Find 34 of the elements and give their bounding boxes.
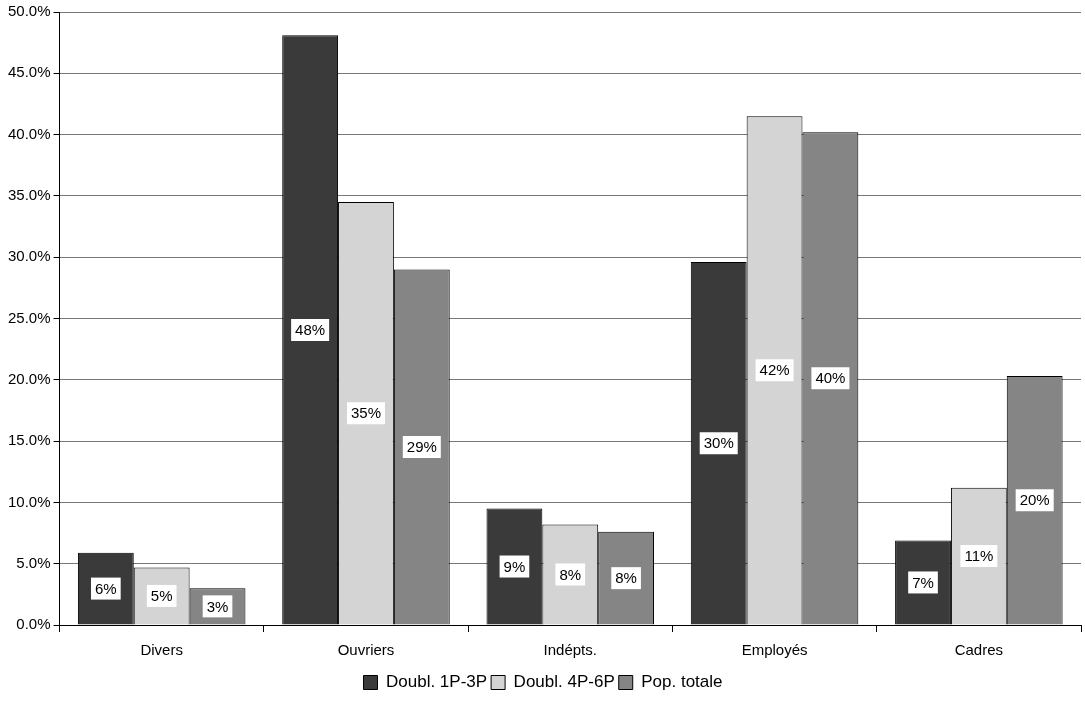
data-label: 40% bbox=[815, 369, 846, 387]
data-label: 7% bbox=[912, 573, 934, 591]
data-label: 8% bbox=[559, 565, 582, 583]
x-tick-label: Indépts. bbox=[543, 641, 597, 659]
x-tick-label: Employés bbox=[741, 641, 808, 659]
data-label: 42% bbox=[759, 361, 790, 379]
y-tick-label: 45.0% bbox=[7, 63, 51, 81]
y-tick-label: 50.0% bbox=[7, 2, 51, 20]
data-label: 30% bbox=[703, 434, 734, 452]
y-tick-label: 5.0% bbox=[16, 553, 51, 571]
y-tick-label: 10.0% bbox=[7, 492, 51, 510]
x-tick-label: Cadres bbox=[954, 641, 1004, 659]
y-tick-label: 35.0% bbox=[7, 186, 51, 204]
y-tick-label: 20.0% bbox=[7, 369, 51, 387]
data-label: 6% bbox=[94, 579, 117, 597]
data-label: 29% bbox=[406, 438, 437, 456]
data-label: 11% bbox=[964, 547, 994, 565]
data-label: 9% bbox=[503, 557, 526, 575]
data-label: 20% bbox=[1019, 491, 1050, 509]
legend-label: Doubl. 4P-6P bbox=[513, 672, 615, 692]
data-label: 5% bbox=[150, 587, 173, 605]
data-label: 48% bbox=[295, 321, 326, 339]
x-tick-label: Divers bbox=[140, 641, 183, 659]
y-tick-label: 30.0% bbox=[7, 247, 51, 265]
y-tick-label: 0.0% bbox=[16, 615, 51, 633]
data-label: 35% bbox=[350, 404, 381, 422]
data-label: 3% bbox=[206, 597, 229, 615]
y-tick-label: 25.0% bbox=[7, 308, 51, 326]
legend-label: Doubl. 1P-3P bbox=[386, 672, 488, 692]
data-label: 8% bbox=[615, 569, 637, 587]
legend-label: Pop. totale bbox=[641, 672, 723, 692]
y-tick-label: 15.0% bbox=[7, 431, 51, 449]
x-tick-label: Ouvriers bbox=[337, 641, 395, 659]
y-tick-label: 40.0% bbox=[7, 124, 51, 142]
